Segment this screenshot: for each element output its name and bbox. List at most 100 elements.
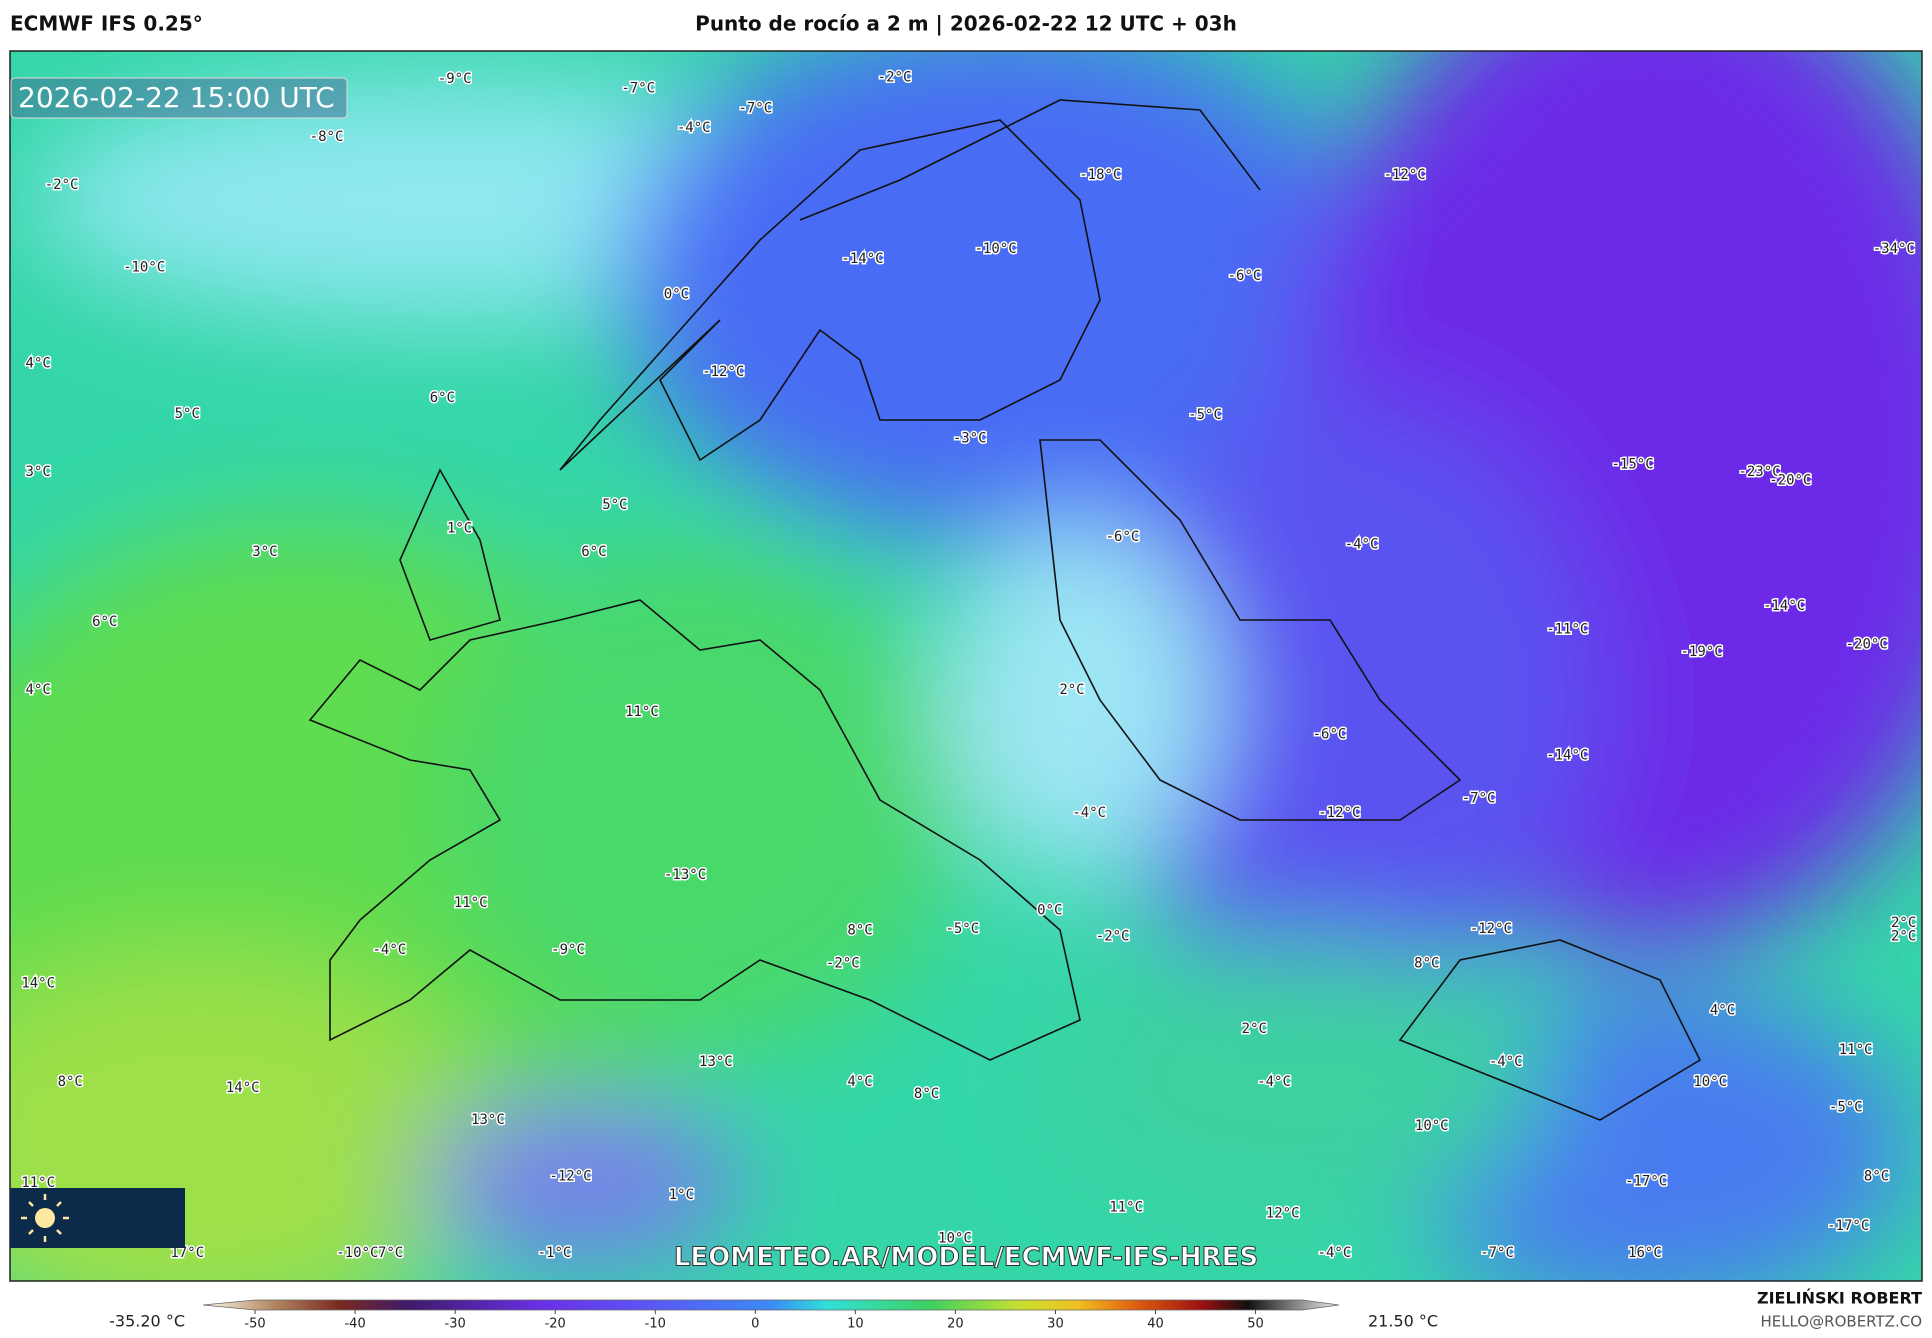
map-value-label: -6°C [1313,726,1347,742]
logo-rays [21,1194,69,1242]
map-value-label: -5°C [1829,1100,1863,1116]
map-value-label: -8°C [310,129,344,145]
map-value-label: -4°C [372,942,406,958]
map-value-label: 6°C [92,614,117,630]
map-value-label: -4°C [1257,1074,1291,1090]
map-value-label: 14°C [226,1080,260,1096]
colorbar-tick-label: 40 [1147,1317,1164,1332]
map-value-label: -3°C [953,431,987,447]
map-value-label: 10°C [1693,1074,1727,1090]
credit-name: ZIELIŃSKI ROBERT [1757,1289,1922,1308]
colorbar-tick-label: -20 [545,1317,566,1332]
colorbar-tick-label: 30 [1047,1317,1064,1332]
colorbar [202,1299,1339,1311]
map-value-label: 5°C [602,497,627,513]
map-value-label: 6°C [430,390,455,406]
map-value-label: -7°C [738,100,772,116]
map-value-label: 16°C [1628,1245,1662,1261]
map-value-label: -13°C [664,867,706,883]
map-value-label: -9°C [551,942,585,958]
map-value-label: -2°C [826,956,860,972]
map-value-label: -12°C [1318,805,1360,821]
model-name: ECMWF IFS 0.25° [10,12,203,36]
map-value-label: 4°C [26,355,51,371]
map-value-label: -18°C [1079,167,1121,183]
map-value-label: -2°C [45,177,79,193]
timestamp: 2026-02-22 15:00 UTC [18,81,335,114]
map-value-label: 1°C [669,1187,694,1203]
map-value-label: 11°C [1839,1042,1873,1058]
map-title: Punto de rocío a 2 m | 2026-02-22 12 UTC… [695,12,1237,36]
map-value-label: -7°C [621,81,655,97]
colorbar-min: -35.20 °C [109,1312,185,1331]
map-value-label: 4°C [847,1074,872,1090]
colorbar-tick-label: -50 [244,1317,265,1332]
map-value-label: 14°C [21,975,55,991]
colorbar-tick-label: 20 [947,1317,964,1332]
map-value-label: 8°C [1414,956,1439,972]
map-value-label: -19°C [1681,644,1723,660]
map-value-label: 1°C [447,521,472,537]
colorbar-tick-label: -30 [445,1317,466,1332]
map-value-label: -4°C [677,120,711,136]
map-value-label: 10°C [1415,1118,1449,1134]
map-value-label: -12°C [1470,921,1512,937]
map-value-label: -2°C [1096,928,1130,944]
map-value-label: -9°C [438,71,472,87]
map-value-label: -5°C [945,921,979,937]
map-value-label: -12°C [1384,167,1426,183]
colorbar-max: 21.50 °C [1368,1312,1438,1331]
map-value-label: -34°C [1873,241,1915,257]
map-value-label: 3°C [252,544,277,560]
map-value-label: -5°C [1188,407,1222,423]
map-value-label: -4°C [1489,1054,1523,1070]
map-value-label: 2°C [1891,915,1916,931]
credit-email: HELLO@ROBERTZ.CO [1760,1313,1922,1331]
colorbar-tick-label: -10 [645,1317,666,1332]
map-value-label: -15°C [1612,457,1654,473]
map-value-label: 11°C [454,895,488,911]
map-value-label: -1°C [538,1245,572,1261]
map-value-label: 13°C [699,1054,733,1070]
map-value-label: 17°C [170,1245,204,1261]
map-value-label: -11°C [1546,622,1588,638]
map-value-label: 6°C [581,544,606,560]
map-value-label: 8°C [847,922,872,938]
map-value-label: -20°C [1846,636,1888,652]
map-value-label: 4°C [26,682,51,698]
colorbar-tick-label: 10 [847,1317,864,1332]
map-value-label: 11°C [21,1175,55,1191]
map-value-label: -4°C [1072,805,1106,821]
colorbar-tick-label: -40 [344,1317,365,1332]
map-value-label: 7°C [378,1245,403,1261]
colorbar-tick-label: 50 [1247,1317,1264,1332]
logo-sun [35,1208,55,1228]
watermark: LEOMETEO.AR/MODEL/ECMWF-IFS-HRES [674,1243,1258,1273]
map-value-label: -14°C [1763,598,1805,614]
map-value-label: 12°C [1266,1206,1300,1222]
map-value-label: -10°C [336,1245,378,1261]
map-value-label: 10°C [938,1230,972,1246]
map-value-label: -6°C [1106,529,1140,545]
map-value-label: -6°C [1228,268,1262,284]
map-value-label: -14°C [1546,747,1588,763]
map-value-label: 11°C [1109,1200,1143,1216]
map-value-label: -7°C [1462,790,1496,806]
map-value-label: -17°C [1827,1218,1869,1234]
colorbar-tick-label: 0 [751,1317,759,1332]
map-value-label: 2°C [1059,682,1084,698]
map-value-label: 8°C [1864,1169,1889,1185]
map-value-label: 4°C [1710,1002,1735,1018]
map-value-label: -4°C [1318,1245,1352,1261]
map-value-label: 8°C [58,1074,83,1090]
map-value-label: -10°C [974,241,1016,257]
map-value-label: -12°C [549,1169,591,1185]
map-value-label: -20°C [1769,473,1811,489]
map-value-label: 3°C [26,464,51,480]
map-value-label: -17°C [1625,1174,1667,1190]
map-value-label: 5°C [175,406,200,422]
map-value-label: -14°C [841,251,883,267]
